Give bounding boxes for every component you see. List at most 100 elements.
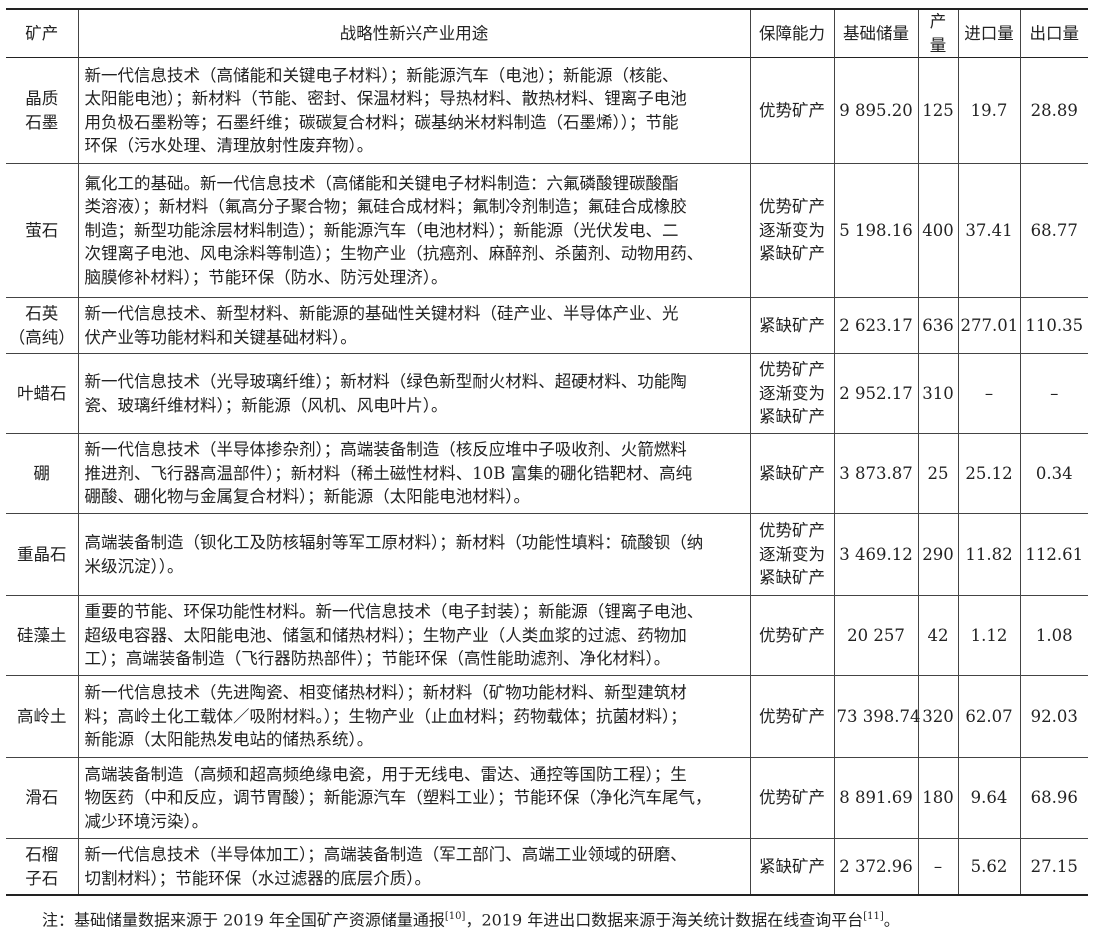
header-reserve: 基础储量 [833, 9, 919, 58]
export-cell: 0.34 [1019, 433, 1088, 514]
mineral-cell-line: 硅藻土 [17, 625, 67, 645]
capacity-cell-line: 优势矿产 [759, 706, 825, 726]
header-usage: 战略性新兴产业用途 [77, 9, 751, 58]
output-cell: 636 [917, 297, 959, 354]
import-cell: 277.01 [957, 297, 1021, 354]
usage-cell-line: 米级沉淀））。 [84, 556, 184, 576]
mineral-table-container: 矿产 战略性新兴产业用途 保障能力 基础储量 产量 进口量 出口量 晶质 石墨 新一… [6, 8, 1088, 931]
usage-cell-line: 次锂离子电池、风电涂料等制造）；生物产业（抗癌剂、麻醉剂、杀菌剂、动物用药、 [84, 244, 704, 264]
usage-cell-line: 重要的节能、环保功能性材料。新一代信息技术（电子封装）；新能源（锂离子电池、 [84, 602, 704, 622]
mineral-cell-line: 石榴 [25, 845, 59, 864]
export-cell: – [1019, 353, 1088, 434]
usage-cell-line: 脑膜修补材料）；节能环保（防水、防污处理济）。 [84, 267, 448, 287]
usage-cell-line: 切割材料）；节能环保（水过滤器的底层介质）。 [84, 868, 432, 888]
header-row: 矿产 战略性新兴产业用途 保障能力 基础储量 产量 进口量 出口量 [6, 9, 1088, 58]
usage-cell-line: 新一代信息技术（高储能和关键电子材料）；新能源汽车（电池）；新能源（核能、 [84, 65, 679, 85]
output-cell: 25 [917, 433, 959, 514]
capacity-cell-line: 逐渐变为 [759, 544, 825, 564]
usage-cell-line: 制造；新型功能涂层材料制造）；新能源汽车（电池材料）；新能源（光伏发电、二 [84, 220, 679, 240]
reference-11: [11] [863, 911, 884, 922]
capacity-cell: 紧缺矿产 [749, 297, 835, 354]
capacity-cell-line: 紧缺矿产 [759, 856, 825, 876]
mineral-cell-line: 叶蜡石 [17, 383, 67, 403]
mineral-cell-line: 硼 [33, 463, 51, 483]
usage-cell-line: 新一代信息技术、新型材料、新能源的基础性关键材料（硅产业、半导体产业、光 [84, 304, 679, 323]
capacity-cell: 优势矿产 逐渐变为 紧缺矿产 [749, 353, 835, 434]
note-text: 注：基础储量数据来源于 2019 年全国矿产资源储量通报 [42, 910, 445, 930]
usage-cell-line: 伏产业等功能材料和关键基础材料）。 [84, 327, 357, 347]
capacity-cell-line: 紧缺矿产 [759, 568, 825, 588]
usage-cell-line: 氟化工的基础。新一代信息技术（高储能和关键电子材料制造：六氟磷酸锂碳酸酯 [84, 173, 679, 193]
output-cell: 125 [917, 57, 959, 164]
export-cell: 112.61 [1019, 513, 1088, 596]
mineral-cell: 石英 （高纯） [6, 297, 79, 354]
import-cell: 37.41 [957, 163, 1021, 298]
output-cell: 180 [917, 757, 959, 839]
capacity-cell-line: 紧缺矿产 [759, 315, 825, 335]
import-cell: 25.12 [957, 433, 1021, 514]
usage-cell: 新一代信息技术、新型材料、新能源的基础性关键材料（硅产业、半导体产业、光 伏产业等… [77, 297, 751, 354]
capacity-cell: 优势矿产 [749, 757, 835, 839]
capacity-cell: 优势矿产 [749, 57, 835, 164]
mineral-cell: 滑石 [6, 757, 79, 839]
capacity-cell-line: 优势矿产 [759, 360, 825, 380]
reserve-cell: 2 952.17 [833, 353, 919, 434]
usage-cell: 新一代信息技术（光导玻璃纤维）；新材料（绿色新型耐火材料、超硬材料、功能陶 瓷、玻… [77, 353, 751, 434]
export-cell: 68.77 [1019, 163, 1088, 298]
table-row: 重晶石 高端装备制造（钡化工及防核辐射等军工原材料）；新材料（功能性填料：硫酸钡（… [6, 513, 1088, 596]
note-text: 。 [883, 910, 900, 930]
usage-cell: 重要的节能、环保功能性材料。新一代信息技术（电子封装）；新能源（锂离子电池、 超级… [77, 595, 751, 676]
usage-cell: 氟化工的基础。新一代信息技术（高储能和关键电子材料制造：六氟磷酸锂碳酸酯 类溶液）… [77, 163, 751, 298]
usage-cell-line: 超级电容器、太阳能电池、储氢和储热材料）；生物产业（人类血浆的过滤、药物加 [84, 625, 687, 645]
output-cell: 42 [917, 595, 959, 676]
reserve-cell: 2 623.17 [833, 297, 919, 354]
table-row: 硅藻土 重要的节能、环保功能性材料。新一代信息技术（电子封装）；新能源（锂离子电池… [6, 595, 1088, 676]
mineral-cell: 萤石 [6, 163, 79, 298]
usage-cell-line: 用负极石墨粉等；石墨纤维；碳碳复合材料；碳基纳米材料制造（石墨烯））；节能 [84, 112, 679, 132]
usage-cell-line: 高端装备制造（高频和超高频绝缘电瓷，用于无线电、雷达、通控等国防工程）；生 [84, 764, 687, 784]
usage-cell-line: 新一代信息技术（光导玻璃纤维）；新材料（绿色新型耐火材料、超硬材料、功能陶 [84, 372, 687, 391]
capacity-cell-line: 优势矿产 [759, 197, 825, 217]
usage-cell: 新一代信息技术（半导体掺杂剂）；高端装备制造（核反应堆中子吸收剂、火箭燃料 推进剂… [77, 433, 751, 514]
mineral-cell-line: 晶质 [25, 89, 59, 108]
header-import: 进口量 [957, 9, 1021, 58]
usage-cell: 高端装备制造（钡化工及防核辐射等军工原材料）；新材料（功能性填料：硫酸钡（纳 米级… [77, 513, 751, 596]
import-cell: 19.7 [957, 57, 1021, 164]
usage-cell-line: 高端装备制造（钡化工及防核辐射等军工原材料）；新材料（功能性填料：硫酸钡（纳 [84, 533, 704, 552]
usage-cell-line: 新一代信息技术（先进陶瓷、相变储热材料）；新材料（矿物功能材料、新型建筑材 [84, 683, 687, 703]
usage-cell: 新一代信息技术（高储能和关键电子材料）；新能源汽车（电池）；新能源（核能、 太阳能… [77, 57, 751, 164]
capacity-cell-line: 逐渐变为 [759, 383, 825, 403]
table-row: 萤石 氟化工的基础。新一代信息技术（高储能和关键电子材料制造：六氟磷酸锂碳酸酯 类溶… [6, 163, 1088, 298]
note-text: ，2019 年进出口数据来源于海关统计数据在线查询平台 [465, 910, 864, 930]
export-cell: 27.15 [1019, 838, 1088, 895]
usage-cell-line: 环保（污水处理、清理放射性废弃物）。 [84, 136, 374, 155]
import-cell: – [957, 353, 1021, 434]
import-cell: 5.62 [957, 838, 1021, 895]
mineral-cell: 叶蜡石 [6, 353, 79, 434]
usage-cell: 高端装备制造（高频和超高频绝缘电瓷，用于无线电、雷达、通控等国防工程）；生 物医药… [77, 757, 751, 839]
import-cell: 9.64 [957, 757, 1021, 839]
usage-cell-line: 减少环境污染）。 [84, 811, 209, 831]
usage-cell-line: 新一代信息技术（半导体加工）；高端装备制造（军工部门、高端工业领域的研磨、 [84, 845, 687, 864]
table-row: 硼 新一代信息技术（半导体掺杂剂）；高端装备制造（核反应堆中子吸收剂、火箭燃料 推进… [6, 433, 1088, 514]
export-cell: 1.08 [1019, 595, 1088, 676]
mineral-cell-line: 萤石 [25, 220, 59, 240]
mineral-cell: 硅藻土 [6, 595, 79, 676]
usage-cell-line: 新一代信息技术（半导体掺杂剂）；高端装备制造（核反应堆中子吸收剂、火箭燃料 [84, 440, 687, 460]
import-cell: 11.82 [957, 513, 1021, 596]
capacity-cell-line: 优势矿产 [759, 625, 825, 645]
mineral-cell: 高岭土 [6, 675, 79, 758]
table-note: 注：基础储量数据来源于 2019 年全国矿产资源储量通报[10]，2019 年进… [42, 906, 1088, 931]
table-row: 高岭土 新一代信息技术（先进陶瓷、相变储热材料）；新材料（矿物功能材料、新型建筑材… [6, 675, 1088, 758]
output-cell: 320 [917, 675, 959, 758]
export-cell: 110.35 [1019, 297, 1088, 354]
mineral-cell-line: 高岭土 [17, 706, 67, 726]
header-output: 产量 [917, 9, 959, 58]
export-cell: 68.96 [1019, 757, 1088, 839]
usage-cell-line: 类溶液）；新材料（氟高分子聚合物；氟硅合成材料；氟制冷剂制造；氟硅合成橡胶 [84, 197, 687, 217]
mineral-cell-line: 石墨 [25, 112, 59, 132]
reserve-cell: 3 469.12 [833, 513, 919, 596]
capacity-cell: 紧缺矿产 [749, 838, 835, 895]
table-row: 晶质 石墨 新一代信息技术（高储能和关键电子材料）；新能源汽车（电池）；新能源（核能… [6, 57, 1088, 164]
usage-cell-line: 硼酸、硼化物与金属复合材料）；新能源（太阳能电池材料）。 [84, 487, 531, 507]
